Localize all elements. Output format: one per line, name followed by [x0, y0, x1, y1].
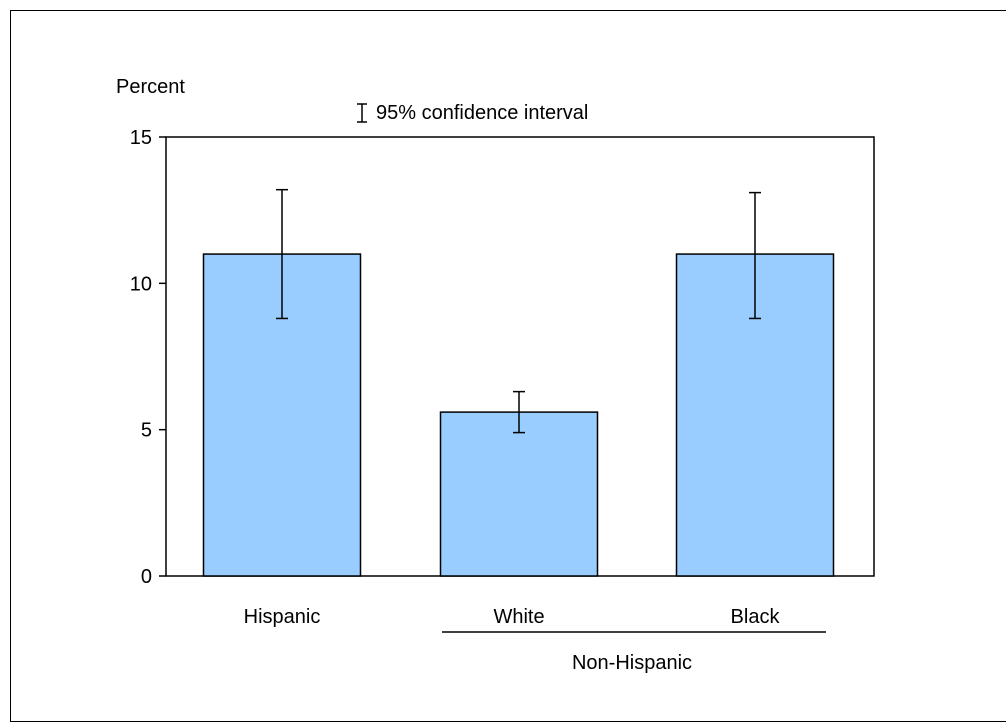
chart-frame — [10, 10, 1006, 722]
error-bar-legend-icon — [357, 103, 367, 123]
y-axis-label: Percent — [116, 76, 185, 98]
x-axis-labels: Hispanic White Black — [244, 606, 781, 628]
error-bar-black — [749, 191, 761, 320]
x-tick-label: Black — [731, 606, 781, 628]
group-label: Non-Hispanic — [572, 652, 692, 674]
error-bar-hispanic — [276, 188, 288, 320]
x-tick-label: Hispanic — [244, 606, 321, 628]
error-bar-white — [513, 390, 525, 434]
error-bars — [276, 188, 761, 434]
bar-white — [439, 411, 599, 577]
y-tick-label: 5 — [141, 420, 152, 442]
y-tick-label: 15 — [130, 127, 152, 149]
y-tick-label: 10 — [130, 273, 152, 295]
legend-label: 95% confidence interval — [376, 102, 588, 124]
legend: 95% confidence interval — [357, 102, 588, 124]
x-tick-label: White — [493, 606, 544, 628]
bar-black — [675, 253, 835, 577]
non-hispanic-group: Non-Hispanic — [442, 631, 826, 674]
y-tick-label: 0 — [141, 566, 152, 588]
y-axis: 0 5 10 15 — [130, 127, 166, 588]
